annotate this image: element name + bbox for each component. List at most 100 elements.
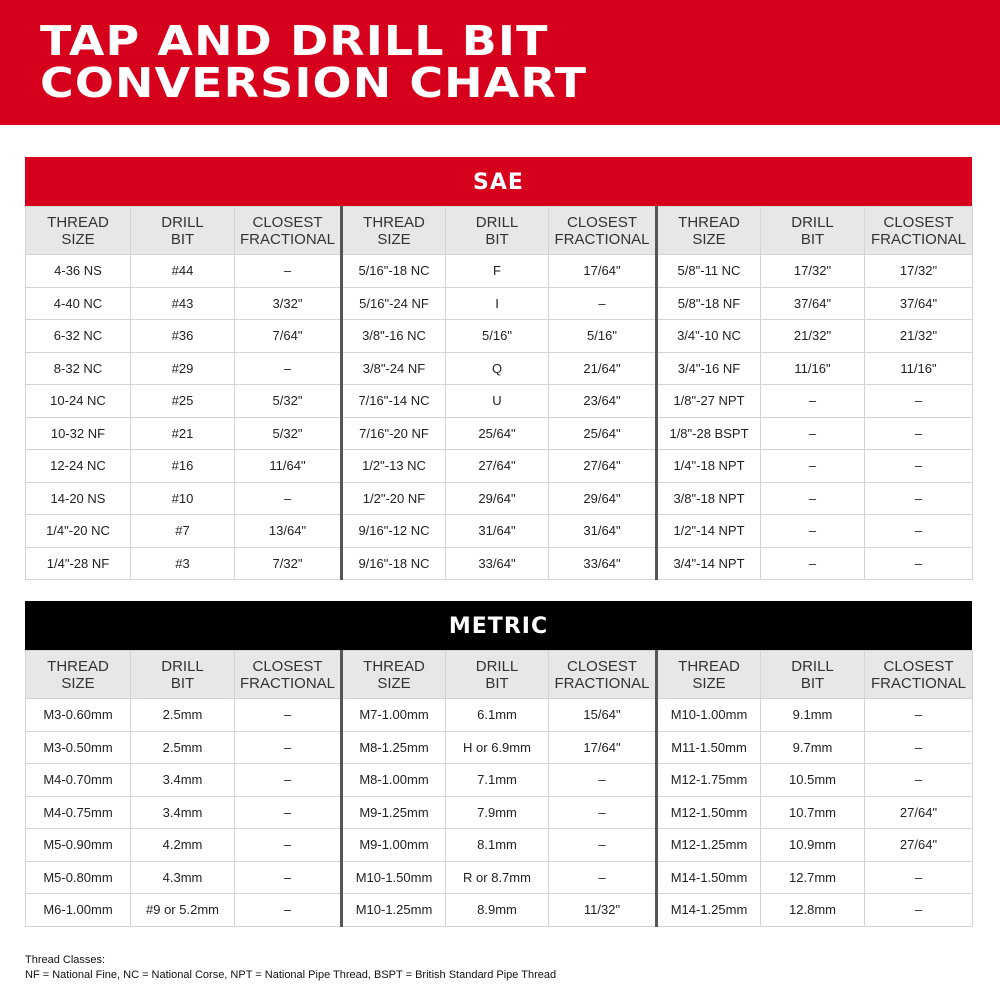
drill-bit-cell: U [445,384,549,418]
column-header: THREAD SIZE [340,650,446,699]
thread-size-cell: M9-1.25mm [340,795,446,829]
drill-bit-cell: H or 6.9mm [445,730,549,764]
thread-size-cell: M4-0.70mm [25,763,131,797]
closest-fractional-cell: 7/32" [234,546,342,580]
column-header: CLOSEST FRACTIONAL [548,650,657,699]
table-row: 14-20 NS #10–1/2"-20 NF 29/64" 29/64" 3/8"-1… [25,481,973,515]
closest-fractional-cell: – [234,893,342,927]
closest-fractional-cell: – [234,828,342,862]
table-row: M3-0.50mm 2.5mm – M8-1.25mm H or 6.9mm 17/64"… [25,730,973,764]
table-row: 6-32 NC #36 7/64" 3/8"-16 NC 5/16" 5/16" 3/4"-… [25,319,973,353]
column-header: CLOSEST FRACTIONAL [548,206,657,255]
footer-legend: NF = National Fine, NC = National Corse,… [25,969,557,981]
column-header: CLOSEST FRACTIONAL [234,206,342,255]
table-row: M3-0.60mm 2.5mm – M7-1.00mm 6.1mm 15/64" M10-1… [25,698,973,732]
drill-bit-cell: F [445,254,549,288]
closest-fractional-cell: – [548,763,657,797]
sae-table: THREAD SIZE DRILL BIT CLOSEST FRACTIONAL THREA… [25,206,973,580]
metric-table: THREAD SIZE DRILL BIT CLOSEST FRACTIONAL THREA… [25,650,973,927]
thread-size-cell: M3-0.60mm [25,698,131,732]
closest-fractional-cell: 13/64" [234,514,342,548]
thread-size-cell: 5/8"-11 NC [655,254,761,288]
closest-fractional-cell: – [548,286,657,320]
closest-fractional-cell: 17/64" [548,254,657,288]
closest-fractional-cell: 3/32" [234,286,342,320]
thread-size-cell: 5/8"-18 NF [655,286,761,320]
closest-fractional-cell: 5/32" [234,384,342,418]
drill-bit-cell: 27/64" [445,449,549,483]
drill-bit-cell: #44 [130,254,235,288]
closest-fractional-cell: 21/32" [864,319,973,353]
title-line-1: TAP AND DRILL BIT [40,17,549,65]
drill-bit-cell: – [760,481,865,515]
column-header: DRILL BIT [760,650,865,699]
column-header-row: THREAD SIZE DRILL BIT CLOSEST FRACTIONAL THREA… [25,206,973,255]
table-row: M5-0.80mm 4.3mm – M10-1.50mm R or 8.7mm – M14-… [25,860,973,894]
drill-bit-cell: 37/64" [760,286,865,320]
closest-fractional-cell: 29/64" [548,481,657,515]
page-title: TAP AND DRILL BIT CONVERSION CHART [40,20,587,104]
column-header: CLOSEST FRACTIONAL [234,650,342,699]
thread-size-cell: M6-1.00mm [25,893,131,927]
thread-size-cell: 5/16"-24 NF [340,286,446,320]
thread-size-cell: M9-1.00mm [340,828,446,862]
drill-bit-cell: 25/64" [445,416,549,450]
thread-size-cell: 7/16"-14 NC [340,384,446,418]
thread-size-cell: M12-1.75mm [655,763,761,797]
thread-size-cell: M10-1.00mm [655,698,761,732]
closest-fractional-cell: – [864,416,973,450]
table-row: M4-0.70mm 3.4mm – M8-1.00mm 7.1mm – M12-1.75mm… [25,763,973,797]
thread-size-cell: 12-24 NC [25,449,131,483]
column-header: THREAD SIZE [340,206,446,255]
footer-title: Thread Classes: [25,954,106,966]
column-header: THREAD SIZE [25,650,131,699]
drill-bit-cell: #25 [130,384,235,418]
drill-bit-cell: #29 [130,351,235,385]
closest-fractional-cell: – [234,481,342,515]
table-row: 4-40 NC #43 3/32" 5/16"-24 NF I –5/8"-18 NF 37… [25,286,973,320]
drill-bit-cell: 33/64" [445,546,549,580]
closest-fractional-cell: 5/16" [548,319,657,353]
drill-bit-cell: Q [445,351,549,385]
closest-fractional-cell: – [234,763,342,797]
thread-size-cell: M5-0.80mm [25,860,131,894]
column-header: THREAD SIZE [655,206,761,255]
closest-fractional-cell: – [234,730,342,764]
thread-size-cell: M10-1.25mm [340,893,446,927]
drill-bit-cell: 3.4mm [130,795,235,829]
closest-fractional-cell: 23/64" [548,384,657,418]
drill-bit-cell: 3.4mm [130,763,235,797]
footer-notes: Thread Classes: NF = National Fine, NC =… [25,953,556,983]
thread-size-cell: 6-32 NC [25,319,131,353]
closest-fractional-cell: 27/64" [864,828,973,862]
metric-section: METRIC THREAD SIZE DRILL BIT CLOSEST FRACTION… [25,601,973,927]
drill-bit-cell: 7.9mm [445,795,549,829]
sae-section: SAE THREAD SIZE DRILL BIT CLOSEST FRACTIONAL T… [25,157,973,580]
table-row: M4-0.75mm 3.4mm – M9-1.25mm 7.9mm – M12-1.50mm… [25,795,973,829]
column-header: DRILL BIT [445,206,549,255]
thread-size-cell: 10-32 NF [25,416,131,450]
closest-fractional-cell: – [234,795,342,829]
drill-bit-cell: 8.9mm [445,893,549,927]
thread-size-cell: M10-1.50mm [340,860,446,894]
closest-fractional-cell: 25/64" [548,416,657,450]
drill-bit-cell: #16 [130,449,235,483]
drill-bit-cell: 9.7mm [760,730,865,764]
metric-header-bar: METRIC [25,601,972,650]
closest-fractional-cell: – [234,860,342,894]
drill-bit-cell: #36 [130,319,235,353]
closest-fractional-cell: 37/64" [864,286,973,320]
closest-fractional-cell: – [864,860,973,894]
drill-bit-cell: R or 8.7mm [445,860,549,894]
drill-bit-cell: 4.3mm [130,860,235,894]
column-header: DRILL BIT [130,650,235,699]
drill-bit-cell: 5/16" [445,319,549,353]
title-banner: TAP AND DRILL BIT CONVERSION CHART [0,0,1000,125]
drill-bit-cell: 10.7mm [760,795,865,829]
thread-size-cell: 10-24 NC [25,384,131,418]
drill-bit-cell: 4.2mm [130,828,235,862]
table-row: M6-1.00mm #9 or 5.2mm – M10-1.25mm 8.9mm 11/3… [25,893,973,927]
drill-bit-cell: 11/16" [760,351,865,385]
closest-fractional-cell: 33/64" [548,546,657,580]
thread-size-cell: 3/8"-16 NC [340,319,446,353]
